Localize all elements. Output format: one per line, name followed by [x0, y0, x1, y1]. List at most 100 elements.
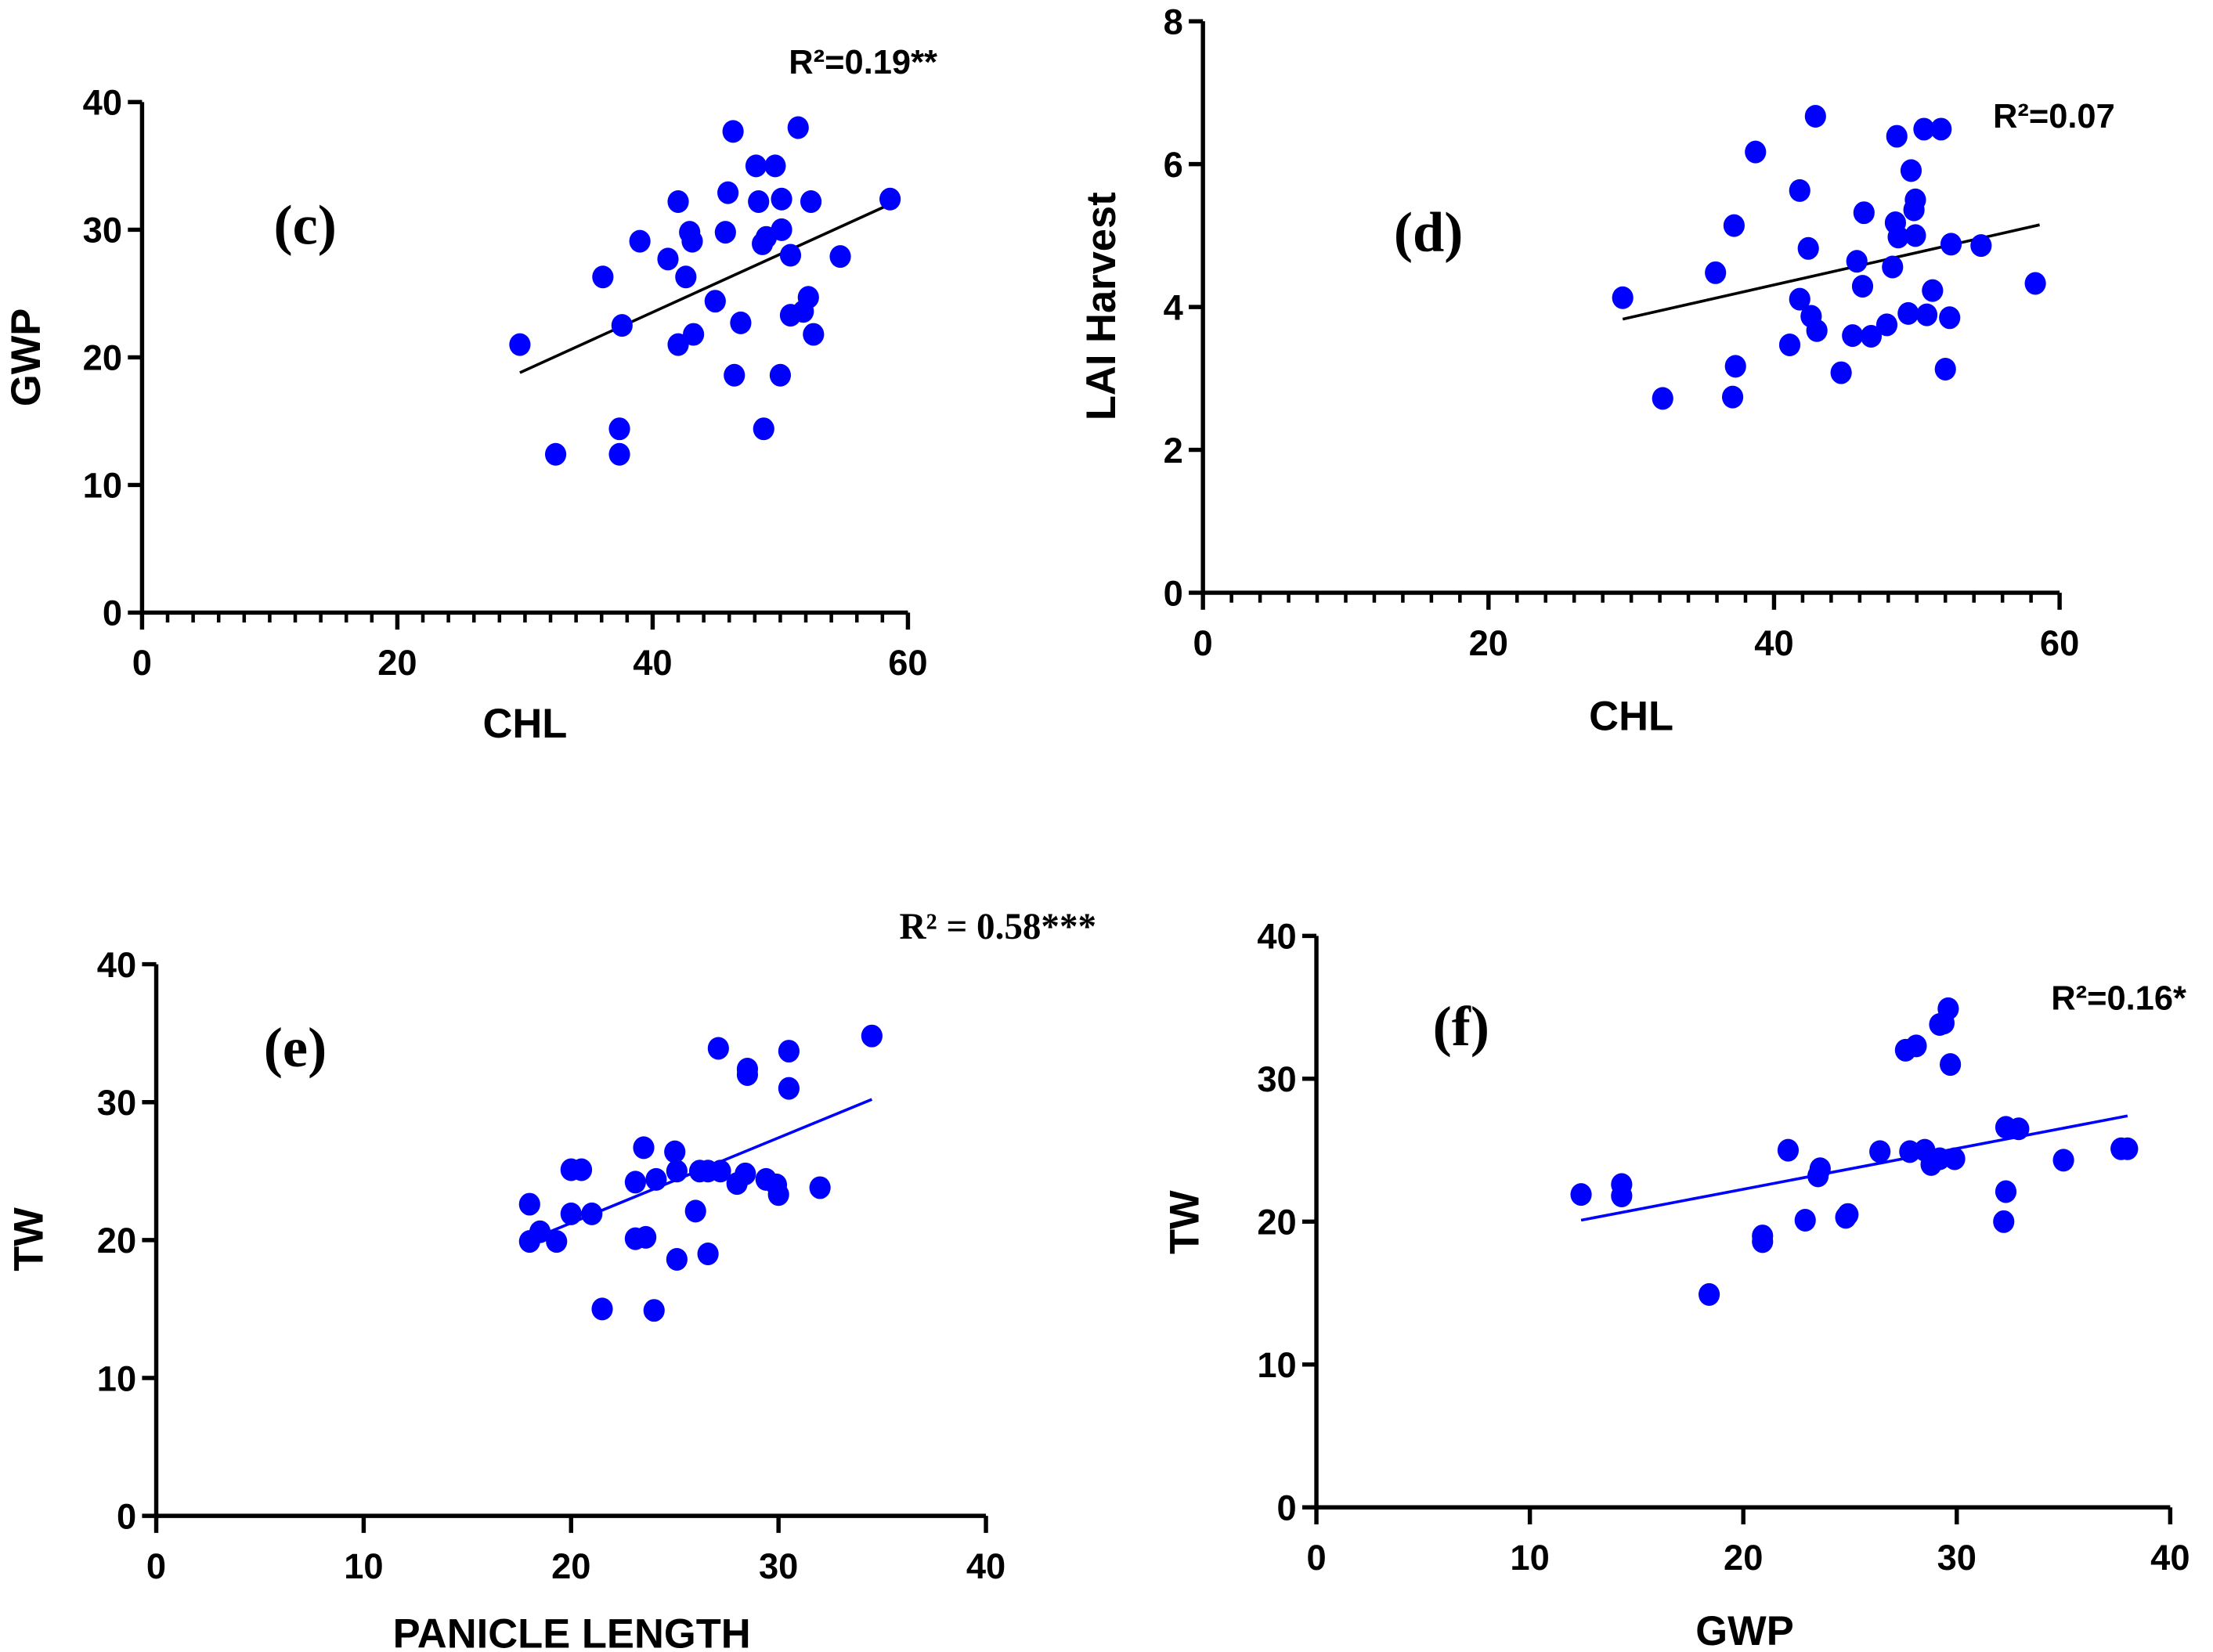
x-tick-label: 40 [966, 1546, 1005, 1586]
r-squared-annotation: R² = 0.58*** [900, 907, 1096, 947]
x-axis-label: CHL [482, 701, 567, 747]
data-point [736, 1063, 759, 1086]
x-tick-label: 10 [1510, 1538, 1549, 1578]
y-tick-label: 20 [1257, 1203, 1296, 1243]
data-point [1913, 117, 1935, 141]
y-tick-label: 0 [117, 1496, 136, 1536]
data-point [1904, 188, 1926, 211]
data-point [707, 1037, 729, 1060]
data-point [1830, 361, 1852, 384]
y-tick-label: 40 [83, 83, 122, 123]
data-point [797, 286, 819, 309]
data-point [764, 154, 786, 178]
data-point [591, 1297, 613, 1321]
data-point [608, 417, 630, 441]
data-point [1807, 1164, 1829, 1188]
data-point [2052, 1149, 2074, 1172]
data-point [1897, 301, 1919, 325]
x-tick-label: 20 [551, 1546, 590, 1586]
data-point [2008, 1117, 2030, 1141]
data-point [1929, 1147, 1951, 1170]
y-tick-label: 8 [1164, 2, 1183, 41]
data-point [2024, 272, 2046, 295]
panel-f: 0 10 20 30 40 0 10 20 30 40 GWP TW (f) R²=0.16* [1162, 917, 2190, 1652]
y-tick-label: 40 [97, 945, 136, 985]
data-point [1869, 1140, 1891, 1163]
y-axis-label: GWP [3, 308, 49, 406]
data-point [684, 1199, 706, 1223]
regression-line [1622, 223, 2040, 321]
y-tick-label: 4 [1164, 287, 1183, 327]
y-tick-label: 10 [97, 1358, 136, 1398]
data-point [1993, 1210, 2015, 1233]
data-point [664, 1140, 686, 1163]
data-point [633, 1136, 655, 1160]
data-point [635, 1225, 657, 1249]
x-tick-label: 20 [1469, 623, 1508, 663]
y-tick-label: 0 [1164, 573, 1183, 613]
x-tick-label: 40 [2150, 1538, 2190, 1578]
data-point [1851, 275, 1874, 298]
data-point [1721, 385, 1744, 409]
data-point [1612, 286, 1634, 309]
data-point [1940, 233, 1962, 256]
data-point [767, 1183, 789, 1207]
data-point [704, 290, 726, 313]
r-squared-annotation: R²=0.19** [789, 44, 937, 81]
x-tick-label: 0 [132, 643, 152, 683]
data-point [1611, 1184, 1633, 1207]
data-point [529, 1220, 551, 1243]
x-tick-label: 20 [1724, 1538, 1763, 1578]
x-tick-label: 40 [1754, 623, 1793, 663]
data-point [611, 314, 633, 337]
y-axis-label: TW [6, 1207, 52, 1271]
data-point [779, 243, 802, 267]
data-point [1944, 1147, 1966, 1170]
data-point [1778, 333, 1801, 356]
data-point [1797, 236, 1819, 260]
x-tick-label: 30 [1937, 1538, 1977, 1578]
data-point [1842, 324, 1864, 348]
data-point [1904, 224, 1926, 247]
data-point [1789, 287, 1810, 311]
data-point [1900, 159, 1922, 182]
x-tick-label: 0 [1193, 623, 1213, 663]
y-axis-label: TW [1162, 1190, 1208, 1254]
data-point [1860, 325, 1883, 348]
data-point [683, 323, 705, 346]
data-point [643, 1299, 665, 1322]
data-point [1804, 105, 1826, 128]
y-tick-label: 6 [1164, 145, 1183, 185]
data-point [681, 229, 703, 253]
y-tick-label: 0 [103, 593, 122, 633]
data-point [697, 1242, 719, 1265]
data-point [544, 442, 567, 466]
panel-label: (c) [273, 193, 336, 257]
data-point [624, 1170, 646, 1194]
x-axis-label: GWP [1695, 1608, 1793, 1652]
x-axis-label: PANICLE LENGTH [393, 1611, 751, 1652]
data-point [1806, 319, 1828, 342]
data-point [769, 363, 792, 387]
data-point [1745, 140, 1767, 164]
data-point [1937, 997, 1959, 1020]
data-point [1794, 1208, 1816, 1232]
data-point [1930, 117, 1952, 141]
data-point [657, 247, 679, 271]
data-point [1887, 225, 1909, 249]
data-point [666, 1248, 688, 1271]
data-point [709, 1160, 731, 1183]
y-tick-label: 30 [97, 1083, 136, 1123]
regression-line [519, 203, 891, 374]
data-point [666, 1160, 688, 1183]
data-point [771, 187, 792, 211]
data-point [675, 265, 697, 289]
data-point [608, 442, 630, 466]
x-tick-label: 20 [377, 643, 417, 683]
panel-label: (f) [1433, 994, 1489, 1058]
data-point [1915, 303, 1938, 326]
x-tick-label: 60 [2040, 623, 2079, 663]
data-point [730, 311, 752, 334]
data-point [2117, 1137, 2139, 1160]
data-point [518, 1192, 540, 1216]
